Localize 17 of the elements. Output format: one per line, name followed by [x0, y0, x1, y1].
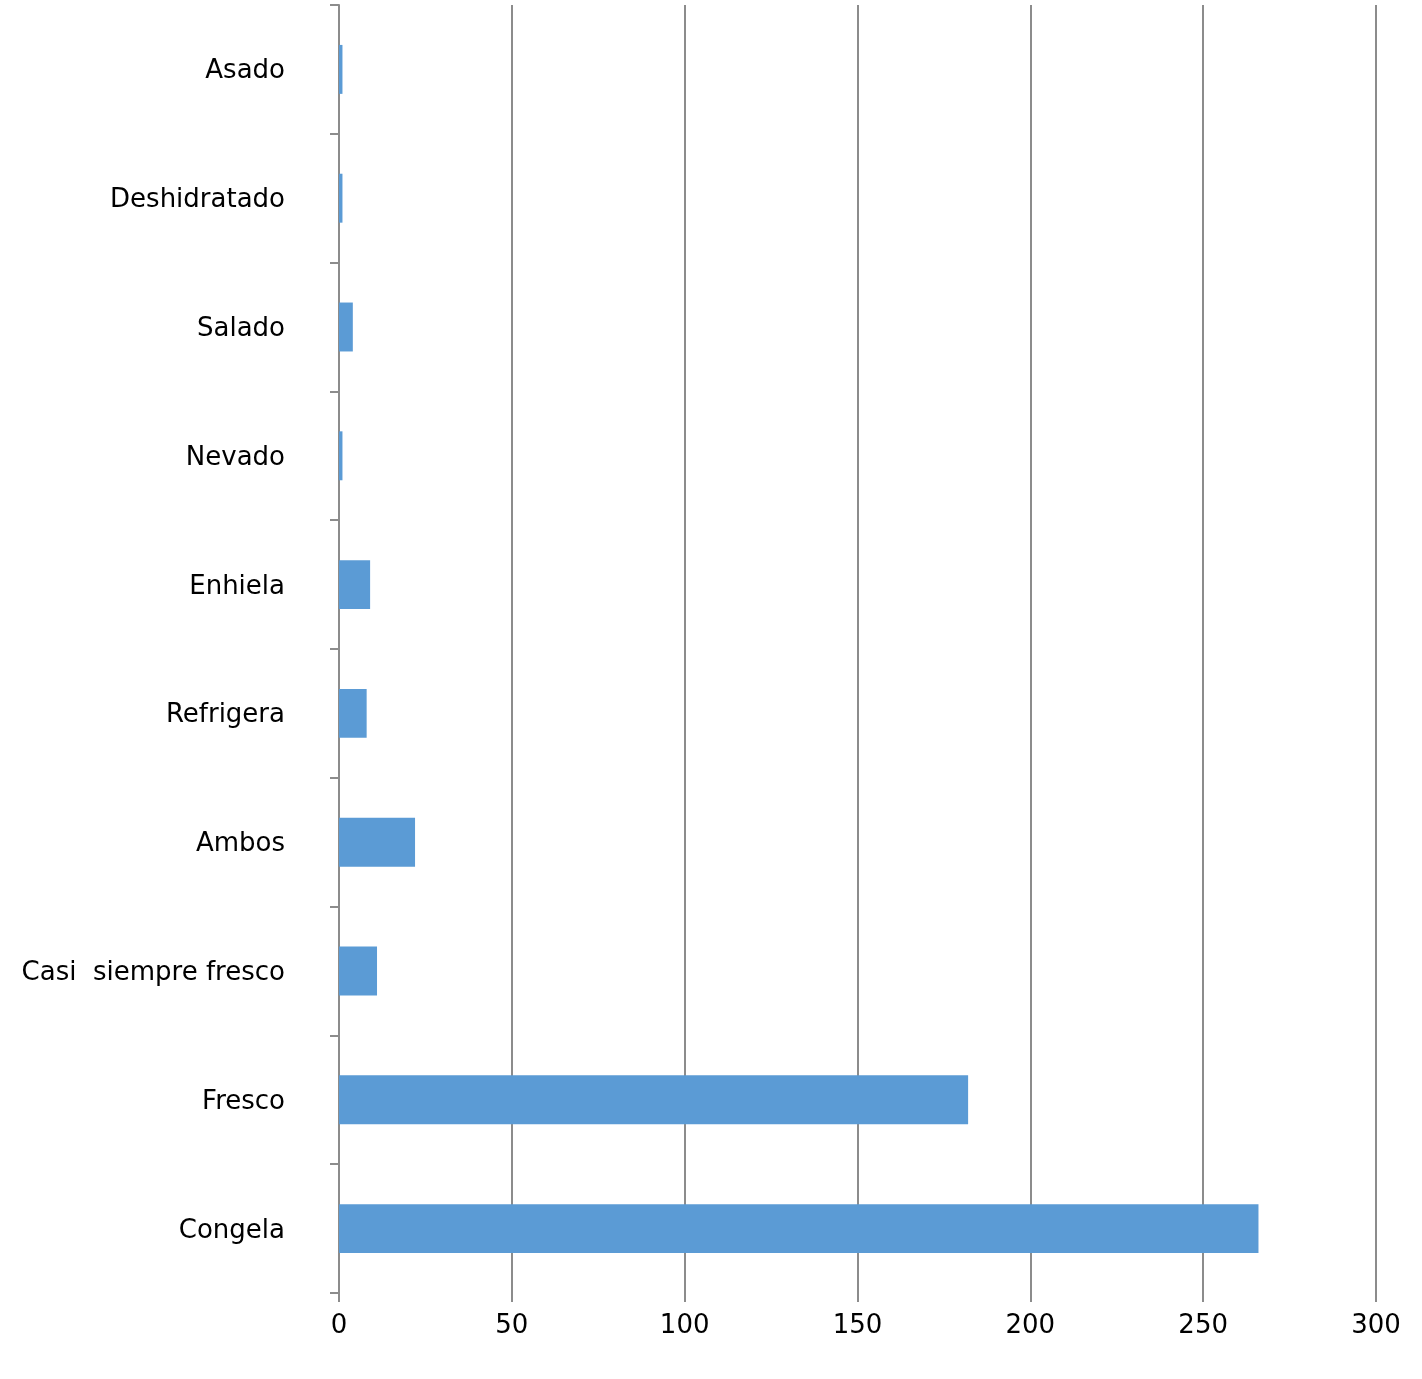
y-tick-label: Congela [178, 1213, 285, 1244]
x-tick-label: 300 [1351, 1309, 1401, 1339]
y-tick-label: Ambos [195, 827, 285, 858]
y-tick-label: Asado [205, 54, 285, 85]
x-tick-label: 100 [659, 1309, 710, 1339]
y-tick-label: Enhiela [189, 569, 285, 600]
y-tick-label: Fresco [202, 1084, 285, 1115]
y-tick-label: Salado [196, 312, 285, 342]
x-tick-label: 0 [330, 1309, 348, 1339]
x-tick-label: 250 [1178, 1309, 1228, 1339]
y-tick-label: Deshidratado [110, 183, 285, 214]
y-tick-label: Nevado [185, 440, 285, 471]
x-tick-label: 150 [832, 1309, 883, 1339]
y-tick-label: Refrigera [165, 698, 285, 729]
x-tick-label: 50 [495, 1309, 529, 1339]
x-tick-label: 200 [1005, 1309, 1056, 1339]
y-tick-label: Casi siempre fresco [21, 956, 285, 986]
